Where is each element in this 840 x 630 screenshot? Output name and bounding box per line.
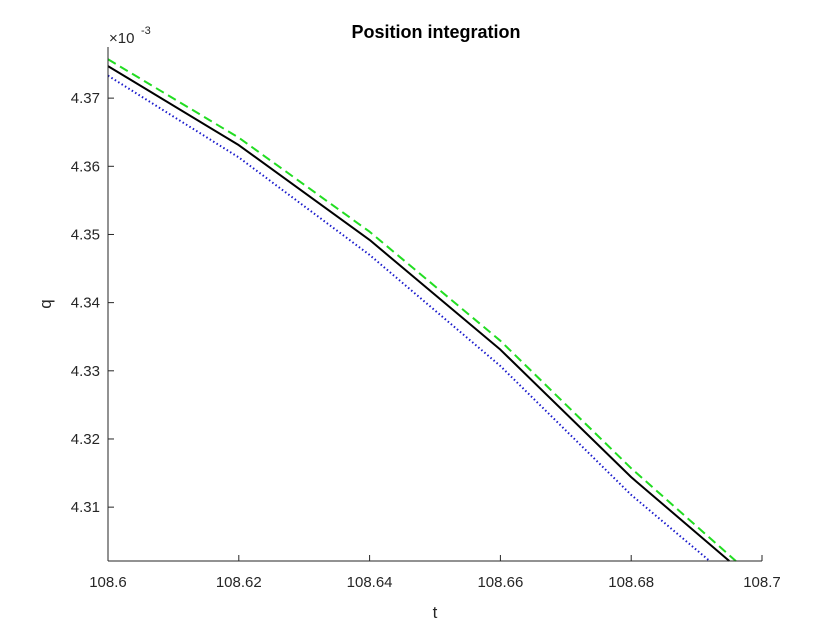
series-line-1 xyxy=(107,58,737,562)
y-tick-label: 4.33 xyxy=(71,363,100,380)
y-tick-label: 4.31 xyxy=(71,499,100,516)
chart-title: Position integration xyxy=(352,22,521,42)
plot-area xyxy=(108,47,762,561)
y-axis-label: q xyxy=(36,299,55,308)
y-tick-label: 4.35 xyxy=(71,226,100,243)
y-multiplier-base: ×10 xyxy=(109,30,134,47)
y-tick-label: 4.37 xyxy=(71,90,100,107)
x-tick-label: 108.64 xyxy=(347,574,393,591)
y-multiplier-exponent: -3 xyxy=(141,25,151,37)
series-line-2 xyxy=(107,65,730,562)
y-tick-label: 4.32 xyxy=(71,431,100,448)
x-tick-label: 108.62 xyxy=(216,574,262,591)
series-layer xyxy=(107,58,737,562)
x-tick-label: 108.7 xyxy=(743,574,781,591)
x-axis-label: t xyxy=(433,603,438,622)
x-tick-label: 108.6 xyxy=(89,574,127,591)
y-ticks: 4.31 4.32 4.33 4.34 4.35 4.36 4.37 xyxy=(71,90,114,516)
y-tick-label: 4.34 xyxy=(71,295,100,312)
series-line-3 xyxy=(107,74,711,562)
x-ticks: 108.6 108.62 108.64 108.66 108.68 108.7 xyxy=(89,555,781,591)
x-tick-label: 108.66 xyxy=(477,574,523,591)
x-tick-label: 108.68 xyxy=(608,574,654,591)
y-tick-label: 4.36 xyxy=(71,158,100,175)
